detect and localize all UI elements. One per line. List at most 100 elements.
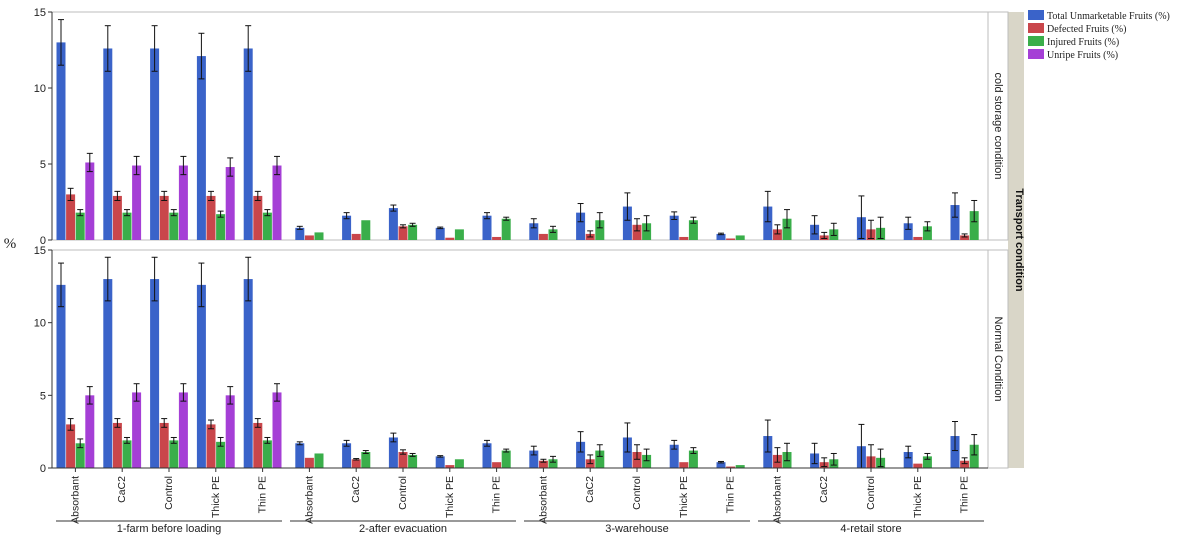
x-tick-label: Thick PE bbox=[210, 476, 222, 518]
bar bbox=[735, 465, 745, 468]
facet-outer-label: Transport condition bbox=[1013, 188, 1025, 292]
bar bbox=[262, 212, 272, 240]
bar bbox=[112, 422, 122, 468]
bar bbox=[622, 437, 632, 468]
x-tick-label: Control bbox=[631, 476, 643, 510]
bar bbox=[688, 220, 698, 240]
y-axis-label: % bbox=[4, 236, 17, 252]
bar bbox=[342, 215, 352, 240]
bar bbox=[314, 232, 324, 240]
bar bbox=[408, 454, 418, 468]
bar bbox=[501, 450, 511, 468]
x-tick-label: Absorbant bbox=[303, 476, 315, 524]
panel-frame bbox=[51, 249, 989, 469]
x-tick-label: Thin PE bbox=[491, 476, 503, 513]
bar bbox=[253, 422, 263, 468]
legend-label: Total Unmarketable Fruits (%) bbox=[1047, 11, 1170, 22]
bar bbox=[632, 452, 642, 468]
group-label: 4-retail store bbox=[840, 523, 901, 535]
bar bbox=[272, 392, 282, 468]
x-tick-label: CaC2 bbox=[584, 476, 596, 503]
bar bbox=[361, 452, 371, 468]
bar bbox=[75, 443, 85, 468]
x-tick-label: Thin PE bbox=[257, 476, 269, 513]
bar bbox=[196, 284, 206, 468]
bar bbox=[122, 212, 132, 240]
bar bbox=[576, 212, 586, 240]
bar bbox=[206, 424, 216, 468]
legend-swatch bbox=[1028, 23, 1044, 33]
bar bbox=[922, 226, 932, 240]
bar bbox=[772, 229, 782, 240]
bar bbox=[482, 443, 492, 468]
bar bbox=[454, 229, 464, 240]
bar bbox=[435, 227, 445, 240]
legend: Total Unmarketable Fruits (%) Defected Fr… bbox=[1028, 10, 1170, 61]
bar bbox=[763, 206, 773, 240]
x-tick-label: CaC2 bbox=[818, 476, 830, 503]
bar bbox=[272, 165, 282, 240]
facet-outer-strip bbox=[1008, 12, 1024, 468]
x-tick-label: CaC2 bbox=[350, 476, 362, 503]
panel-label: cold storage condition bbox=[992, 72, 1004, 179]
panel-1: cold storage condition 0 5 10 15 bbox=[34, 7, 1009, 247]
bar bbox=[679, 236, 689, 240]
bar bbox=[529, 450, 539, 468]
bar bbox=[435, 456, 445, 468]
bar bbox=[969, 211, 979, 240]
y-tick-label: 0 bbox=[40, 235, 46, 247]
x-tick-label: Absorbant bbox=[771, 476, 783, 524]
bar bbox=[388, 208, 398, 240]
bar bbox=[75, 212, 85, 240]
bar bbox=[960, 460, 970, 468]
y-tick-label: 0 bbox=[40, 463, 46, 475]
bar bbox=[112, 195, 122, 240]
bar bbox=[492, 462, 502, 468]
x-tick-label: Thick PE bbox=[678, 476, 690, 518]
y-tick-label: 5 bbox=[40, 159, 46, 171]
bar bbox=[314, 453, 324, 468]
y-tick-label: 10 bbox=[34, 318, 46, 330]
bar bbox=[103, 48, 113, 241]
x-tick-label: Control bbox=[397, 476, 409, 510]
x-tick-label: Absorbant bbox=[537, 476, 549, 524]
bar bbox=[913, 463, 923, 468]
bar bbox=[295, 443, 305, 468]
legend-swatch bbox=[1028, 49, 1044, 59]
bar bbox=[243, 279, 253, 468]
x-tick-label: Control bbox=[865, 476, 877, 510]
bar bbox=[716, 233, 726, 240]
bar bbox=[150, 48, 160, 241]
panel-frame bbox=[51, 11, 989, 241]
bar bbox=[56, 284, 66, 468]
group-label: 3-warehouse bbox=[605, 523, 669, 535]
bar bbox=[538, 460, 548, 468]
bar bbox=[669, 444, 679, 468]
bar bbox=[85, 395, 95, 468]
bar bbox=[159, 195, 169, 240]
bar bbox=[903, 452, 913, 468]
bar bbox=[492, 236, 502, 240]
bar bbox=[66, 424, 76, 468]
x-tick-label: CaC2 bbox=[116, 476, 128, 503]
bar bbox=[216, 214, 226, 240]
bar bbox=[132, 392, 142, 468]
bar bbox=[454, 459, 464, 468]
bar bbox=[445, 237, 455, 240]
bar bbox=[969, 444, 979, 468]
bar bbox=[482, 215, 492, 240]
bar bbox=[538, 233, 548, 240]
bar bbox=[225, 395, 235, 468]
bar bbox=[159, 422, 169, 468]
y-tick-label: 10 bbox=[34, 83, 46, 95]
bar bbox=[66, 194, 76, 240]
bar bbox=[960, 235, 970, 240]
bar bbox=[595, 220, 605, 240]
y-tick-label: 15 bbox=[34, 7, 46, 19]
legend-label: Unripe Fruits (%) bbox=[1047, 50, 1118, 61]
bar bbox=[169, 212, 179, 240]
bar bbox=[716, 462, 726, 468]
bar bbox=[150, 279, 160, 468]
panel-strip bbox=[987, 249, 1009, 469]
